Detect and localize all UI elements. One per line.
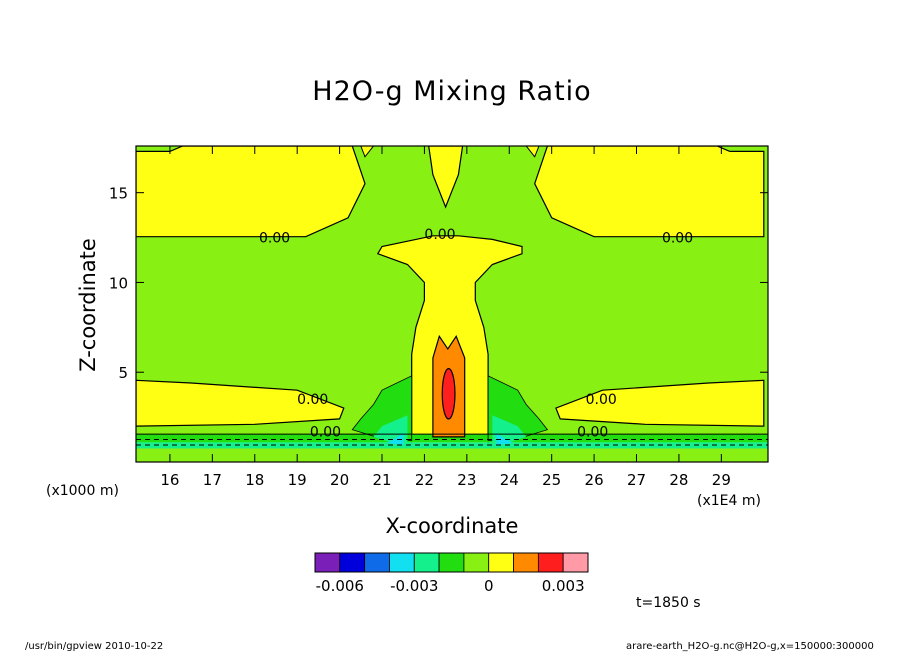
y-unit-label: (x1000 m) xyxy=(46,483,119,499)
chart-title: H2O-g Mixing Ratio xyxy=(312,76,592,107)
colorbar-swatch-3 xyxy=(364,552,390,573)
x-tick-label-25: 25 xyxy=(542,471,561,489)
upper-right-region xyxy=(534,146,765,238)
colorbar-label-1: -0.006 xyxy=(316,577,364,595)
colorbar-swatch-11 xyxy=(562,552,589,573)
colorbar-swatch-8 xyxy=(488,552,514,573)
colorbar-swatch-2 xyxy=(339,552,366,573)
x-tick-label-22: 22 xyxy=(415,471,434,489)
colorbar-swatch-9 xyxy=(513,552,539,573)
contour-label-5: 0.00 xyxy=(586,392,617,408)
left-cyan-blob xyxy=(386,433,404,445)
upper-left-region xyxy=(136,146,366,238)
contour-fields: 0.00 0.00 0.00 0.00 0.00 0.00 0.00 xyxy=(136,146,768,462)
x-tick-label-19: 19 xyxy=(288,471,307,489)
colorbar-swatch-4 xyxy=(389,552,415,573)
lower-right-layer xyxy=(555,379,765,427)
footer-right: arare-earth_H2O-g.nc@H2O-g,x=150000:3000… xyxy=(626,641,874,652)
lower-left-layer xyxy=(136,379,345,427)
x-tick-label-18: 18 xyxy=(245,471,264,489)
contour-label-3: 0.00 xyxy=(662,230,693,246)
contour-label-2: 0.00 xyxy=(424,227,455,243)
colorbar-frame xyxy=(314,552,589,573)
footer-left: /usr/bin/gpview 2010-10-22 xyxy=(25,641,164,652)
red-core xyxy=(441,368,456,420)
x-tick-label-17: 17 xyxy=(203,471,222,489)
x-tick-label-28: 28 xyxy=(669,471,688,489)
contour-label-1: 0.00 xyxy=(259,230,290,246)
x-tick-label-23: 23 xyxy=(457,471,476,489)
colorbar-swatch-10 xyxy=(537,552,564,573)
colorbar-label-2: -0.003 xyxy=(390,577,438,595)
x-tick-label-24: 24 xyxy=(500,471,519,489)
plot-frame xyxy=(135,145,769,463)
surface-band-3 xyxy=(136,448,768,462)
x-tick-label-29: 29 xyxy=(712,471,731,489)
time-label: t=1850 s xyxy=(636,595,701,611)
y-axis-label: Z-coordinate xyxy=(76,238,100,372)
top-small-lobe-left xyxy=(360,146,375,158)
y-tick-label-15: 15 xyxy=(109,185,128,203)
colorbar-label-4: 0.003 xyxy=(542,577,585,595)
contour-label-7: 0.00 xyxy=(577,424,608,440)
x-tick-label-26: 26 xyxy=(585,471,604,489)
x-axis-label: X-coordinate xyxy=(385,514,519,538)
top-center-lobe xyxy=(428,146,464,209)
colorbar-swatch-1 xyxy=(314,552,341,573)
x-unit-label: (x1E4 m) xyxy=(697,493,761,509)
colorbar-swatch-5 xyxy=(413,552,440,573)
contour-label-6: 0.00 xyxy=(310,424,341,440)
x-tick-label-16: 16 xyxy=(160,471,179,489)
y-tick-label-10: 10 xyxy=(109,274,128,292)
left-mint-blob xyxy=(373,415,408,443)
surface-band-1 xyxy=(136,434,768,443)
x-tick-label-21: 21 xyxy=(372,471,391,489)
colorbar-swatch-6 xyxy=(438,552,465,573)
colorbar-swatch-7 xyxy=(463,552,490,573)
y-tick-label-5: 5 xyxy=(118,364,128,382)
central-column-region xyxy=(376,235,523,445)
right-mint-blob xyxy=(492,415,527,443)
x-tick-label-27: 27 xyxy=(627,471,646,489)
x-tick-label-20: 20 xyxy=(330,471,349,489)
top-small-lobe-right xyxy=(525,146,540,158)
contour-label-4: 0.00 xyxy=(297,392,328,408)
colorbar-label-3: 0 xyxy=(484,577,494,595)
